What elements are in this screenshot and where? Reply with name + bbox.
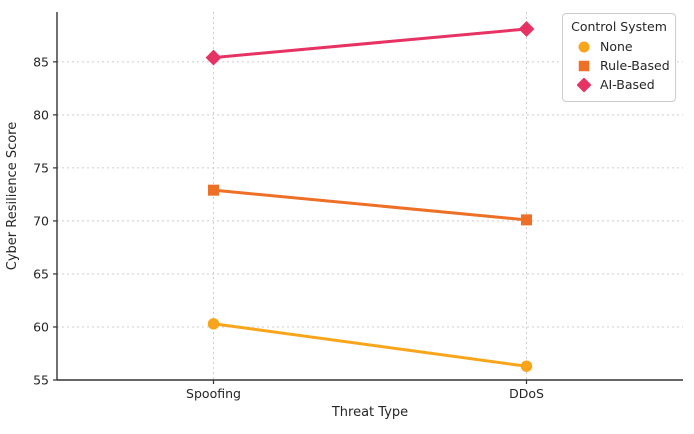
circle-marker-icon [207, 318, 220, 330]
y-tick-label: 65 [33, 266, 49, 281]
circle-marker-icon [578, 41, 590, 52]
series-line-none [212, 322, 528, 368]
series-layer [205, 21, 535, 372]
legend: Control System None Rule-Based AI-Based [562, 13, 676, 102]
legend-title: Control System [571, 19, 667, 34]
x-axis-label: Threat Type [331, 405, 408, 420]
series-line-rule-based [212, 188, 528, 222]
x-tick-label: Spoofing [186, 386, 241, 401]
x-tick-label: DDoS [509, 386, 544, 401]
y-tick-label: 75 [33, 160, 49, 175]
square-marker-icon [521, 214, 532, 226]
y-tick-label: 60 [33, 319, 49, 334]
y-axis-label: Cyber Resilience Score [5, 122, 20, 270]
axes-layer: 55 60 65 70 75 80 85 Spoofing DDoS [33, 12, 683, 401]
y-tick-label: 55 [33, 373, 49, 388]
square-marker-icon [578, 60, 590, 71]
y-tick-label: 70 [33, 213, 49, 228]
legend-entry-ai-based: AI-Based [571, 75, 667, 94]
y-tick-label: 80 [33, 107, 49, 122]
circle-marker-icon [520, 360, 533, 372]
y-tick-label: 85 [33, 54, 49, 69]
diamond-marker-icon [577, 77, 591, 92]
square-marker-icon [578, 60, 590, 71]
square-marker-icon [208, 184, 219, 196]
diamond-marker-icon [518, 21, 535, 37]
legend-entry-none: None [571, 37, 667, 56]
diamond-marker-icon [205, 49, 222, 66]
legend-entry-rule-based: Rule-Based [571, 56, 670, 75]
circle-marker-icon [578, 41, 590, 52]
series-line-ai-based [212, 27, 528, 60]
legend-label-rule-based: Rule-Based [600, 58, 670, 73]
legend-label-ai-based: AI-Based [600, 77, 655, 92]
legend-label-none: None [600, 39, 633, 54]
diamond-marker-icon [577, 77, 591, 92]
